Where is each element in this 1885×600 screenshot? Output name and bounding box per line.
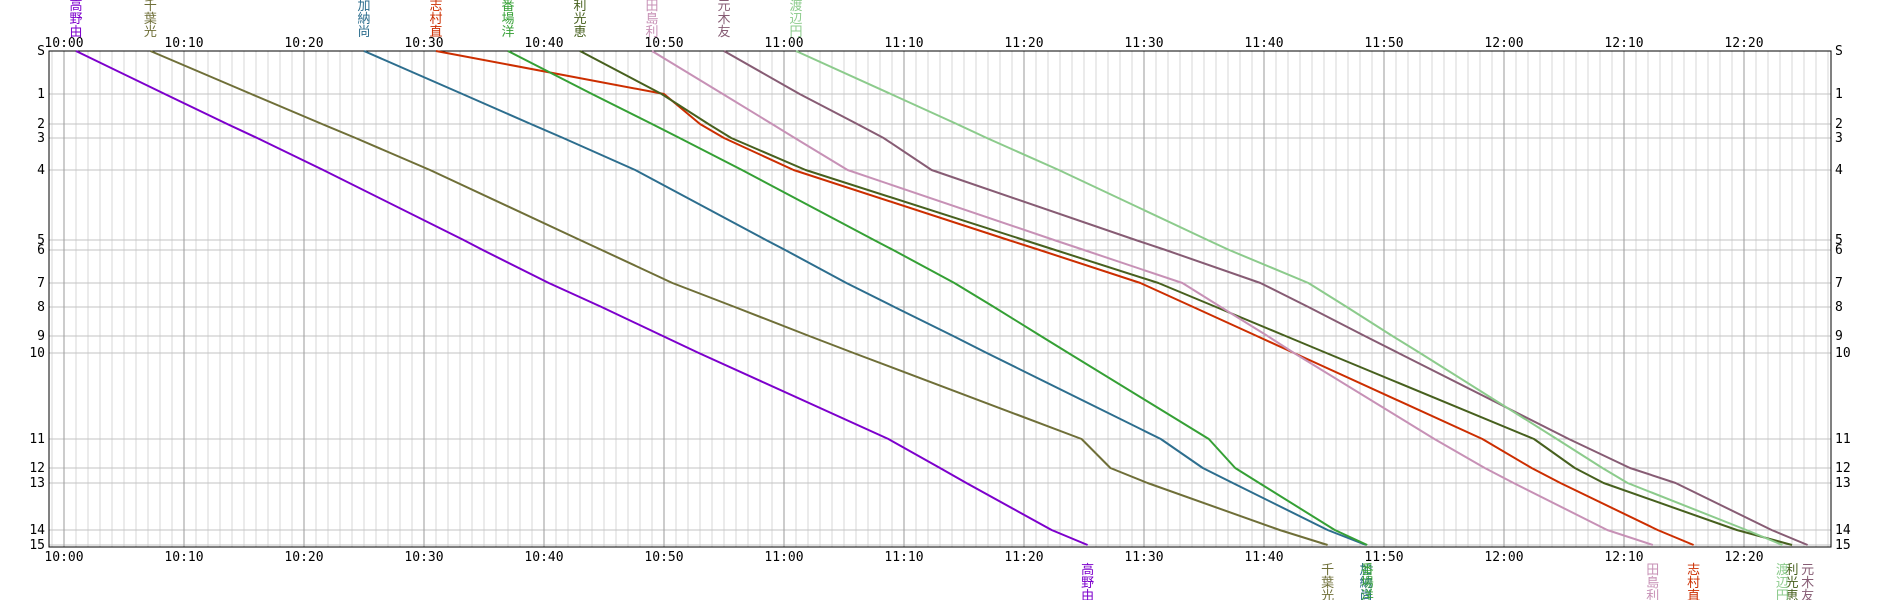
runner-start-label: 志村直 [429, 0, 442, 40]
checkpoint-label-right: 2 [1835, 117, 1843, 132]
checkpoint-label-left: 12 [29, 461, 45, 476]
time-label-bottom: 10:30 [404, 550, 443, 565]
checkpoint-label-left: 11 [29, 432, 45, 447]
time-label-top: 10:30 [404, 36, 443, 51]
time-label-bottom: 10:00 [44, 550, 83, 565]
runner-start-label: 元木友 [717, 0, 730, 40]
checkpoint-label-right: 10 [1835, 346, 1851, 361]
time-label-bottom: 10:10 [164, 550, 203, 565]
checkpoint-label-right: 7 [1835, 276, 1843, 291]
checkpoint-label-right: 5 [1835, 233, 1843, 248]
checkpoint-label-left: 14 [29, 523, 45, 538]
checkpoint-label-right: 3 [1835, 131, 1843, 146]
checkpoint-label-right: 13 [1835, 476, 1851, 491]
runner-start-label: 渡辺円 [789, 0, 802, 40]
runner-line [363, 50, 1367, 546]
time-label-bottom: 11:20 [1004, 550, 1043, 565]
time-label-bottom: 11:50 [1364, 550, 1403, 565]
runner-finish-label: 田島利 [1646, 563, 1659, 600]
runner-finish-label: 元木友 [1801, 563, 1814, 600]
runner-start-label: 番場洋 [501, 0, 514, 40]
time-label-bottom: 11:10 [884, 550, 923, 565]
time-label-bottom: 12:20 [1724, 550, 1763, 565]
checkpoint-label-right: 8 [1835, 300, 1843, 315]
checkpoint-label-right: 15 [1835, 538, 1851, 553]
time-label-top: 12:20 [1724, 36, 1763, 51]
checkpoint-label-left: 9 [37, 329, 45, 344]
time-label-bottom: 10:20 [284, 550, 323, 565]
time-label-top: 10:50 [644, 36, 683, 51]
time-label-top: 11:30 [1124, 36, 1163, 51]
time-label-top: 10:00 [44, 36, 83, 51]
runner-start-label: 利光恵 [573, 0, 586, 40]
checkpoint-label-left: 4 [37, 163, 45, 178]
checkpoint-label-right: 9 [1835, 329, 1843, 344]
checkpoint-label-left: 13 [29, 476, 45, 491]
time-label-bottom: 10:40 [524, 550, 563, 565]
checkpoint-label-left: 5 [37, 233, 45, 248]
runner-finish-label: 千葉光 [1321, 563, 1334, 600]
checkpoint-label-left: 10 [29, 346, 45, 361]
runner-line [150, 50, 1328, 546]
time-label-top: 11:10 [884, 36, 923, 51]
runner-finish-label: 番場洋 [1361, 563, 1374, 600]
checkpoint-label-left: 8 [37, 300, 45, 315]
plot-border [48, 50, 1832, 548]
runner-finish-label: 加納尚 [1359, 563, 1372, 600]
runner-start-label: 田島利 [645, 0, 658, 40]
checkpoint-label-left: 15 [29, 538, 45, 553]
time-label-bottom: 12:10 [1604, 550, 1643, 565]
runner-finish-label: 志村直 [1687, 563, 1700, 600]
checkpoint-label-left: S [37, 44, 45, 59]
checkpoint-label-left: 7 [37, 276, 45, 291]
time-label-top: 11:50 [1364, 36, 1403, 51]
time-label-top: 11:20 [1004, 36, 1043, 51]
checkpoint-label-right: 12 [1835, 461, 1851, 476]
checkpoint-label-right: 11 [1835, 432, 1851, 447]
runner-line [651, 50, 1654, 546]
checkpoint-label-right: 14 [1835, 523, 1851, 538]
checkpoint-label-left: 2 [37, 117, 45, 132]
time-label-top: 10:40 [524, 36, 563, 51]
runner-finish-label: 渡辺円 [1776, 562, 1789, 600]
time-label-top: 11:40 [1244, 36, 1283, 51]
checkpoint-label-right: 6 [1835, 243, 1843, 258]
runner-line [723, 50, 1808, 546]
runner-line [435, 50, 1694, 546]
checkpoint-label-right: 1 [1835, 87, 1843, 102]
runner-start-label: 高野由 [69, 0, 82, 40]
time-label-top: 11:00 [764, 36, 803, 51]
checkpoint-label-right: S [1835, 44, 1843, 59]
time-label-top: 10:20 [284, 36, 323, 51]
checkpoint-label-right: 4 [1835, 163, 1843, 178]
time-label-bottom: 11:30 [1124, 550, 1163, 565]
runner-start-label: 加納尚 [357, 0, 370, 40]
checkpoint-label-left: 3 [37, 131, 45, 146]
time-label-bottom: 11:40 [1244, 550, 1283, 565]
runner-finish-label: 高野由 [1081, 562, 1094, 600]
runner-finish-label: 利光恵 [1785, 563, 1798, 600]
time-label-top: 12:10 [1604, 36, 1643, 51]
time-label-top: 10:10 [164, 36, 203, 51]
time-label-bottom: 10:50 [644, 550, 683, 565]
runner-line [507, 50, 1368, 546]
runner-line [579, 50, 1793, 546]
checkpoint-label-left: 6 [37, 243, 45, 258]
checkpoint-label-left: 1 [37, 87, 45, 102]
runner-start-label: 千葉光 [144, 0, 157, 40]
runner-line [75, 50, 1088, 546]
time-label-top: 12:00 [1484, 36, 1523, 51]
time-label-bottom: 11:00 [764, 550, 803, 565]
time-label-bottom: 12:00 [1484, 550, 1523, 565]
runner-line [795, 50, 1783, 546]
